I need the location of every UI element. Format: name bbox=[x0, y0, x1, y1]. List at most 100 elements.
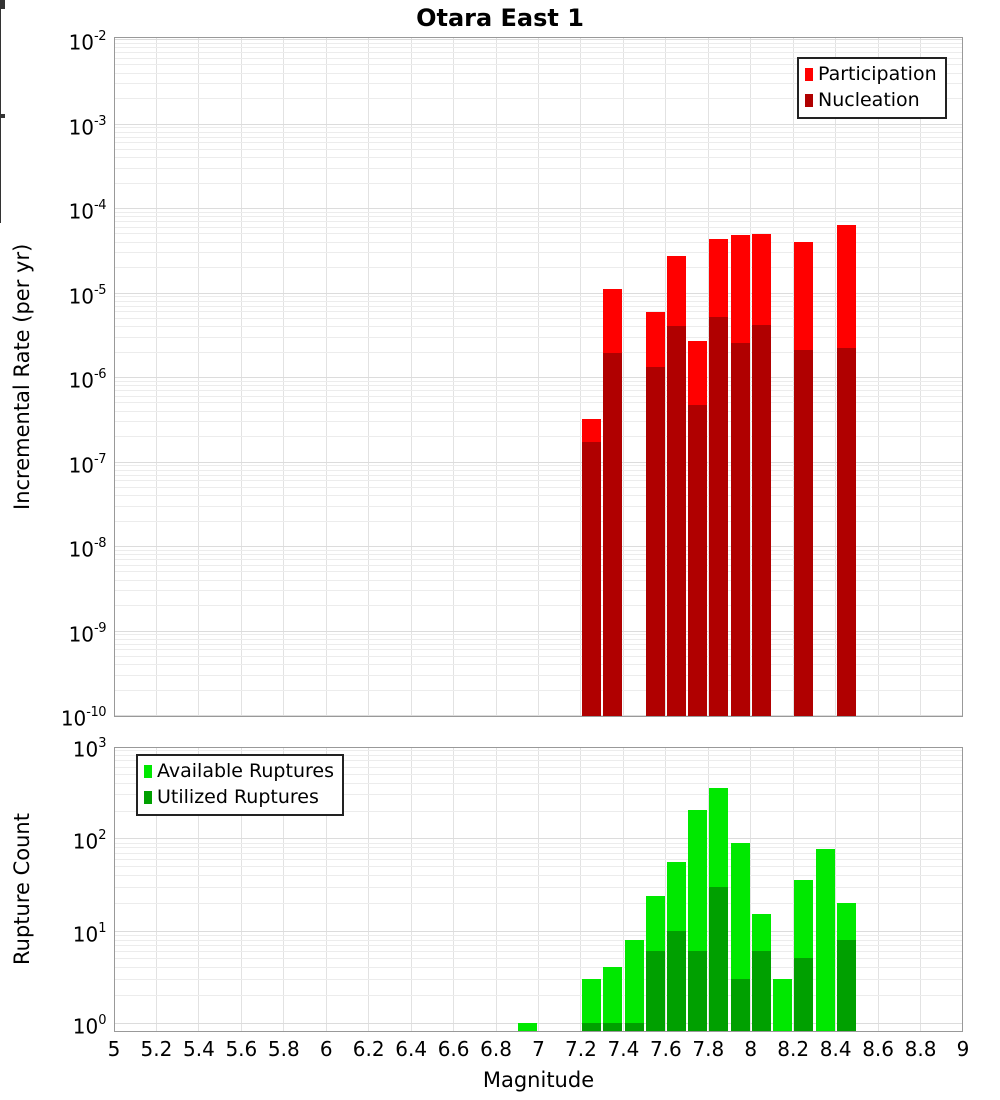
x-tick bbox=[0, 79, 1, 84]
y-tick-label: 10-5 bbox=[68, 282, 107, 309]
gridline bbox=[114, 664, 963, 666]
gridline bbox=[283, 747, 285, 1032]
x-tick bbox=[0, 188, 1, 193]
x-tick bbox=[0, 153, 1, 158]
x-tick-label: 5.2 bbox=[140, 1037, 173, 1061]
count-axis-label: Rupture Count bbox=[10, 813, 34, 966]
x-tick-label: 9 bbox=[956, 1037, 970, 1061]
legend-item-utilized: Utilized Ruptures bbox=[144, 784, 334, 810]
available-ruptures-swatch-icon bbox=[144, 765, 152, 778]
gridline bbox=[114, 944, 963, 946]
gridline bbox=[114, 495, 963, 497]
gridline bbox=[114, 782, 963, 784]
x-tick bbox=[0, 109, 1, 114]
x-tick-label: 5 bbox=[107, 1037, 121, 1061]
x-tick bbox=[0, 123, 1, 128]
gridline bbox=[198, 747, 200, 1032]
gridline bbox=[114, 886, 963, 888]
gridline bbox=[114, 866, 963, 868]
x-tick-label: 7.8 bbox=[692, 1037, 725, 1061]
gridline bbox=[114, 559, 963, 561]
legend-label: Available Ruptures bbox=[157, 760, 334, 782]
bar-nucleation-m8.45 bbox=[836, 348, 856, 716]
gridline bbox=[114, 967, 963, 969]
gridline bbox=[114, 875, 963, 877]
gridline bbox=[155, 747, 157, 1032]
gridline bbox=[114, 395, 963, 397]
gridline bbox=[114, 57, 963, 59]
x-tick-label: 6 bbox=[319, 1037, 333, 1061]
gridline bbox=[792, 747, 794, 1032]
gridline bbox=[114, 148, 963, 150]
gridline bbox=[114, 127, 963, 129]
bar-nucleation-m8.05 bbox=[751, 325, 771, 716]
bar-nucleation-m7.55 bbox=[645, 367, 665, 716]
gridline bbox=[114, 630, 963, 632]
gridline bbox=[114, 390, 963, 392]
gridline bbox=[114, 902, 963, 904]
participation-swatch-icon bbox=[805, 68, 813, 81]
x-tick bbox=[0, 94, 1, 99]
gridline bbox=[368, 747, 370, 1032]
gridline bbox=[114, 858, 963, 860]
gridline bbox=[114, 520, 963, 522]
utilized-ruptures-swatch-icon bbox=[144, 791, 152, 804]
x-tick bbox=[0, 89, 1, 94]
gridline bbox=[114, 98, 963, 100]
gridline bbox=[114, 638, 963, 640]
gridline bbox=[114, 157, 963, 159]
bar-utilized-ruptures-m8.05 bbox=[751, 951, 771, 1031]
gridline bbox=[114, 233, 963, 235]
gridline bbox=[114, 847, 963, 849]
gridline bbox=[114, 410, 963, 412]
x-tick-label: 6.4 bbox=[395, 1037, 428, 1061]
gridline bbox=[920, 747, 922, 1032]
bar-utilized-ruptures-m7.55 bbox=[645, 951, 665, 1031]
gridline bbox=[495, 747, 497, 1032]
y-tick-label: 10-3 bbox=[68, 113, 107, 140]
x-tick bbox=[0, 99, 1, 104]
gridline bbox=[114, 750, 963, 752]
x-tick bbox=[0, 173, 1, 178]
gridline bbox=[114, 296, 963, 298]
legend-item-participation: Participation bbox=[805, 61, 937, 87]
gridline bbox=[114, 486, 963, 488]
rate-legend: Participation Nucleation bbox=[797, 57, 947, 119]
gridline bbox=[114, 252, 963, 254]
gridline bbox=[114, 794, 963, 796]
x-tick bbox=[0, 84, 1, 89]
x-tick bbox=[0, 19, 1, 24]
x-tick-label: 7.4 bbox=[607, 1037, 640, 1061]
gridline bbox=[114, 292, 963, 294]
gridline bbox=[114, 951, 963, 953]
bar-available-ruptures-m7.35 bbox=[603, 967, 623, 1031]
gridline bbox=[580, 747, 582, 1032]
gridline bbox=[114, 336, 963, 338]
x-tick-label: 8.6 bbox=[862, 1037, 894, 1061]
y-tick-label: 10-8 bbox=[68, 536, 107, 562]
bar-available-ruptures-m7.25 bbox=[582, 978, 602, 1031]
gridline bbox=[114, 674, 963, 676]
bar-available-ruptures-m8.15 bbox=[773, 978, 793, 1031]
gridline bbox=[114, 852, 963, 854]
x-tick bbox=[0, 104, 1, 109]
gridline bbox=[114, 564, 963, 566]
gridline bbox=[622, 747, 624, 1032]
x-tick-label: 5.6 bbox=[225, 1037, 258, 1061]
x-tick bbox=[0, 163, 1, 168]
gridline bbox=[114, 208, 963, 209]
x-tick bbox=[0, 143, 1, 148]
bar-utilized-ruptures-m7.65 bbox=[666, 930, 686, 1031]
legend-label: Participation bbox=[818, 63, 937, 85]
gridline bbox=[114, 421, 963, 423]
gridline bbox=[114, 755, 963, 757]
gridline bbox=[114, 465, 963, 467]
x-tick-label: 7 bbox=[532, 1037, 545, 1061]
bar-nucleation-m7.75 bbox=[688, 405, 708, 716]
y-tick-label: 10-2 bbox=[68, 29, 107, 55]
count-legend: Available Ruptures Utilized Ruptures bbox=[136, 754, 344, 816]
bar-nucleation-m8.25 bbox=[794, 349, 814, 716]
x-tick bbox=[0, 39, 1, 44]
x-tick bbox=[0, 64, 1, 69]
